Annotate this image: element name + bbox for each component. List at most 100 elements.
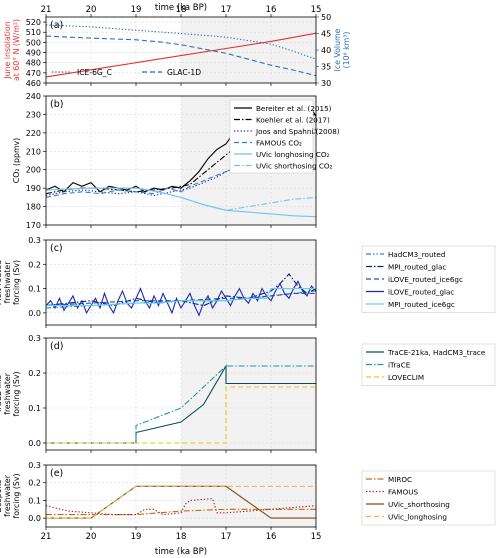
panel-b: 170 180 190 200 210 220 230 240 CO₂ (ppmv) (b) Ber…	[12, 92, 340, 230]
series-line	[46, 363, 316, 444]
x-tick-label: 21	[41, 532, 52, 542]
legend-box	[361, 245, 496, 313]
y-tick-label: 190	[26, 184, 41, 193]
y-axis-label: CO₂ (ppmv)	[12, 138, 21, 183]
x-tick-label-top: 15	[311, 5, 322, 15]
legend-label: UVic_longhosing	[388, 513, 447, 522]
legend-label: iLOVE_routed_ice6gc	[388, 275, 463, 284]
plot-frame	[45, 464, 317, 528]
y-tick-label-right: 35	[321, 63, 331, 72]
plot-frame	[45, 95, 317, 226]
y-tick-label: 470	[26, 69, 41, 78]
legend-label: UVic longhosing CO₂	[256, 150, 330, 159]
legend-label: UVic shorthosing CO₂	[256, 162, 332, 171]
shaded-interval	[181, 338, 316, 450]
legend-label: MIROC	[388, 475, 412, 484]
y-tick-label: 0.1	[28, 285, 41, 294]
x-tick-label-top: 18	[176, 5, 187, 15]
y-tick-label-right: 45	[321, 30, 331, 39]
panel-label: (b)	[50, 99, 63, 110]
y-tick-label: 0.0	[28, 309, 41, 318]
top-axis-label: time (ka BP)	[155, 3, 207, 13]
y-axis-label: June insolationat 60° N (W/m²)	[3, 19, 21, 81]
legend-label: TraCE-21ka, HadCM3_trace	[387, 348, 486, 357]
y-tick-label: 170	[26, 221, 41, 230]
panel-d: 0.0 0.1 0.2 0.3 TraCE-likefreshwaterforcing …	[0, 334, 496, 453]
y-tick-label-right: 40	[321, 46, 331, 55]
x-tick-label-top: 20	[86, 5, 97, 15]
legend-label: MPI_routed_glac	[388, 263, 446, 272]
x-tick-label-top: 21	[41, 5, 52, 15]
y-tick-label: 180	[26, 203, 41, 212]
y-tick-label: 0.1	[28, 404, 41, 413]
y-tick-label: 0.3	[28, 461, 41, 470]
series-line	[46, 288, 316, 307]
bottom-axis-label: time (ka BP)	[155, 547, 207, 557]
legend-label: Joos and Spahni (2008)	[255, 127, 340, 136]
y-tick-label: 0.2	[28, 369, 41, 378]
y-tick-label: 0.1	[28, 496, 41, 505]
plot-frame	[45, 16, 317, 84]
legend-label: HadCM3_routed	[388, 250, 445, 259]
panel-label: (e)	[50, 468, 63, 479]
panel-label: (c)	[50, 243, 63, 254]
y-tick-label: 520	[26, 18, 41, 27]
shaded-interval	[181, 465, 316, 527]
x-tick-label-top: 16	[266, 5, 277, 15]
y-axis-label: Melt-routedfreshwaterforcing (Sv)	[0, 260, 21, 305]
series-line	[45, 32, 317, 78]
plot-frame	[45, 337, 317, 451]
y-tick-label: 490	[26, 49, 41, 58]
y-tick-label: 220	[26, 129, 41, 138]
legend-label: FAMOUS	[388, 488, 419, 497]
y-tick-label: 0.0	[28, 514, 41, 523]
panel-label: (d)	[50, 341, 63, 352]
legend-label: MPI_routed_ice6gc	[388, 300, 455, 309]
y-tick-label: 0.2	[28, 260, 41, 269]
legend-box	[361, 343, 496, 386]
series-line	[45, 35, 317, 77]
legend-label: GLAC-1D	[167, 68, 201, 77]
y-tick-label: 0.3	[28, 334, 41, 343]
x-tick-label: 19	[131, 532, 142, 542]
y-tick-label: 240	[26, 92, 41, 101]
y-tick-label: 500	[26, 38, 41, 47]
legend-label: iLOVE_routed_glac	[388, 288, 454, 297]
x-tick-label: 18	[176, 532, 187, 542]
series-line	[46, 485, 316, 519]
y-tick-label: 0.3	[28, 236, 41, 245]
y-tick-label: 460	[26, 79, 41, 88]
y-tick-label-right: 50	[321, 13, 331, 22]
x-tick-label: 15	[311, 532, 322, 542]
series-line	[46, 386, 316, 444]
legend-box	[229, 99, 314, 174]
y-axis-label: TraCE-likefreshwaterforcing (Sv)	[0, 371, 21, 416]
x-tick-label: 16	[266, 532, 277, 542]
panel-c: 0.0 0.1 0.2 0.3 Melt-routedfreshwaterforcing…	[0, 236, 496, 328]
y-tick-label: 200	[26, 166, 41, 175]
x-tick-label: 17	[221, 532, 232, 542]
shaded-interval	[181, 17, 316, 83]
y-tick-label: 510	[26, 28, 41, 37]
y-tick-label: 0.2	[28, 479, 41, 488]
legend-label: LOVECLIM	[388, 373, 424, 382]
y-tick-label: 480	[26, 59, 41, 68]
x-tick-label-top: 17	[221, 5, 232, 15]
x-tick-label-top: 19	[131, 5, 142, 15]
y-tick-label: 230	[26, 110, 41, 119]
panel-label: (a)	[50, 20, 63, 31]
y-tick-label: 0.0	[28, 439, 41, 448]
panel-e: 21 20 19 18 17 16 15 0.0 0.1 0.2 0.3 Bespokefreshwa…	[0, 461, 496, 542]
plot-frame	[45, 239, 317, 326]
legend-label: Bereiter et al. (2015)	[256, 104, 332, 113]
legend-label: UVic_shorthosing	[388, 500, 450, 509]
y-axis-label-right: Ice Volume(10⁶ km³)	[333, 28, 351, 71]
series-line	[45, 187, 317, 218]
legend-label: iTraCE	[388, 361, 411, 370]
legend-label: FAMOUS CO₂	[256, 139, 302, 148]
y-tick-label-right: 30	[321, 79, 331, 88]
shaded-interval	[181, 240, 316, 325]
legend-label: ICE-6G_C	[77, 68, 112, 77]
